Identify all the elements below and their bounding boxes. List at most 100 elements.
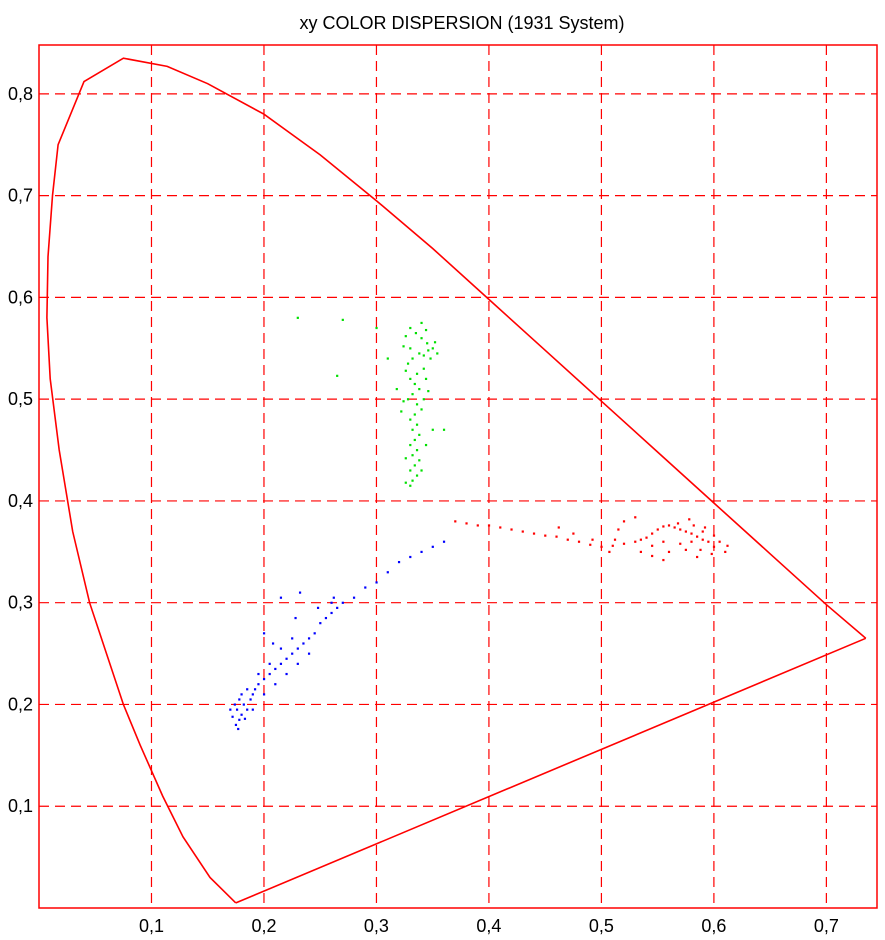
red-point-52 [690,540,693,543]
blue-point-23 [324,616,328,620]
chart-title: xy COLOR DISPERSION (1931 System) [299,13,624,33]
red-point-24 [521,530,524,533]
green-point-10 [409,377,412,381]
red-point-27 [487,524,491,527]
red-point-10 [656,528,659,531]
blue-point-37 [257,672,260,676]
plot-frame [38,44,878,909]
green-point-43 [427,390,430,393]
blue-point-31 [397,560,401,564]
green-point-49 [400,410,403,413]
red-point-58 [651,544,654,547]
green-point-39 [409,347,412,350]
spectral-locus-curve [46,57,867,904]
blue-point-43 [285,672,288,676]
green-point-15 [415,403,419,406]
green-point-51 [404,457,407,460]
green-point-22 [413,438,416,442]
red-point-19 [577,540,581,543]
red-point-4 [690,532,693,535]
red-point-54 [712,534,716,537]
green-point-54 [409,484,412,487]
blue-point-44 [296,662,299,665]
green-point-23 [409,443,412,447]
blue-point-48 [229,708,232,711]
red-point-57 [662,540,665,543]
red-point-1 [707,540,710,543]
green-point-38 [420,321,423,325]
green-point-34 [404,335,407,338]
blue-point-51 [243,717,247,720]
red-point-32 [613,538,617,541]
blue-point-41 [262,693,266,696]
green-point-4 [431,347,434,350]
blue-point-18 [296,647,299,650]
red-point-12 [645,536,648,539]
purple-line [235,637,867,904]
red-point-37 [679,542,682,545]
red-point-38 [701,530,704,533]
blue-point-56 [279,596,283,599]
red-point-15 [622,542,626,545]
x-tick-label-2: 0,3 [364,916,389,936]
green-point-52 [420,469,423,472]
red-point-53 [684,548,687,551]
green-point-24 [415,449,419,452]
green-point-46 [395,387,398,391]
red-point-21 [555,535,558,538]
blue-point-58 [316,606,320,609]
green-point-42 [424,377,428,381]
x-tick-label-1: 0,2 [251,916,276,936]
red-point-47 [591,538,594,541]
red-point-55 [724,550,727,554]
blue-point-15 [279,662,283,665]
blue-point-25 [336,606,339,609]
red-point-35 [662,558,665,562]
red-point-2 [701,538,704,541]
blue-point-24 [330,611,333,615]
green-point-2 [420,337,423,340]
blue-point-1 [238,718,241,721]
red-point-36 [667,550,671,554]
green-point-45 [422,398,425,401]
blue-point-55 [262,632,266,635]
green-point-48 [442,428,446,431]
blue-point-0 [234,723,238,727]
red-point-33 [639,550,642,554]
red-point-51 [617,528,620,531]
green-point-40 [422,354,425,357]
blue-point-17 [291,652,294,655]
red-point-44 [676,522,680,525]
green-point-25 [411,454,414,457]
green-point-16 [420,408,423,411]
red-point-34 [651,554,654,558]
green-point-19 [415,423,419,426]
red-point-39 [718,540,721,543]
green-point-6 [411,357,414,360]
blue-point-40 [291,637,294,640]
red-point-11 [651,532,654,535]
green-point-26 [418,459,421,462]
green-point-7 [406,362,410,365]
blue-point-5 [238,698,241,701]
blue-point-26 [341,601,344,604]
spectral-locus [46,57,867,904]
green-point-37 [429,357,432,360]
red-point-50 [634,516,637,519]
tick-labels: 0,1 0,2 0,3 0,4 0,5 0,6 0,7 0,1 0,2 0,3 0,4 0,5 0,6 0… [8,84,839,936]
green-point-55 [296,316,299,319]
blue-point-32 [409,555,412,559]
green-point-41 [404,369,407,372]
green-point-33 [436,352,439,355]
blue-point-28 [364,586,367,589]
red-point-41 [710,552,713,556]
red-point-18 [589,543,592,546]
red-point-6 [679,528,682,531]
red-point-20 [566,538,569,541]
blue-point-29 [375,581,378,584]
red-point-30 [454,520,457,523]
blue-point-30 [386,571,389,574]
blue-point-35 [442,540,446,543]
red-point-46 [703,526,707,529]
